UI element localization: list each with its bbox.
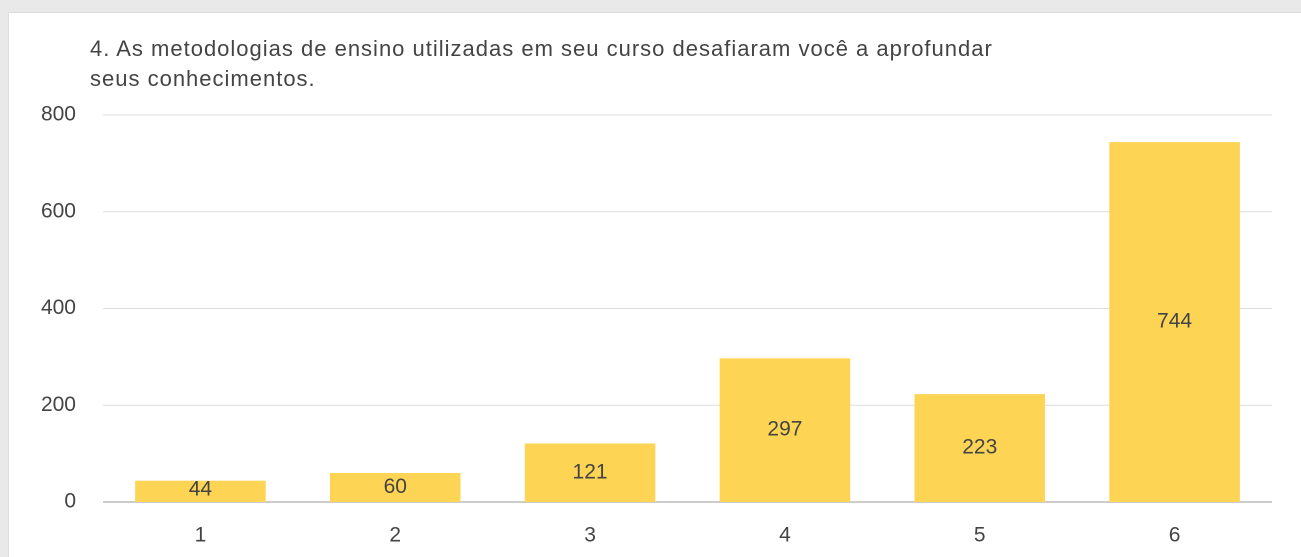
y-tick-label: 200 xyxy=(41,393,76,416)
bar xyxy=(1109,142,1240,502)
x-tick-label: 2 xyxy=(389,524,401,547)
bar xyxy=(135,480,266,502)
x-tick-label: 1 xyxy=(195,524,207,547)
bar xyxy=(329,472,461,502)
bar xyxy=(719,358,851,502)
x-tick-label: 6 xyxy=(1169,524,1181,547)
value-label: 744 xyxy=(1157,310,1192,333)
y-tick-label: 400 xyxy=(41,296,76,319)
y-tick-label: 600 xyxy=(41,199,76,222)
y-tick-label: 0 xyxy=(64,490,76,513)
value-label: 297 xyxy=(767,418,802,441)
value-label: 121 xyxy=(573,460,608,483)
y-tick-label: 800 xyxy=(41,103,76,126)
x-tick-label: 5 xyxy=(974,524,986,547)
value-label: 60 xyxy=(384,475,407,498)
x-tick-label: 4 xyxy=(779,524,791,547)
value-label: 44 xyxy=(189,478,213,501)
chart-title: 4. As metodologias de ensino utilizadas … xyxy=(90,36,993,91)
bar xyxy=(914,394,1046,502)
bar xyxy=(524,443,656,502)
x-tick-label: 3 xyxy=(584,524,596,547)
value-label: 223 xyxy=(962,436,997,459)
